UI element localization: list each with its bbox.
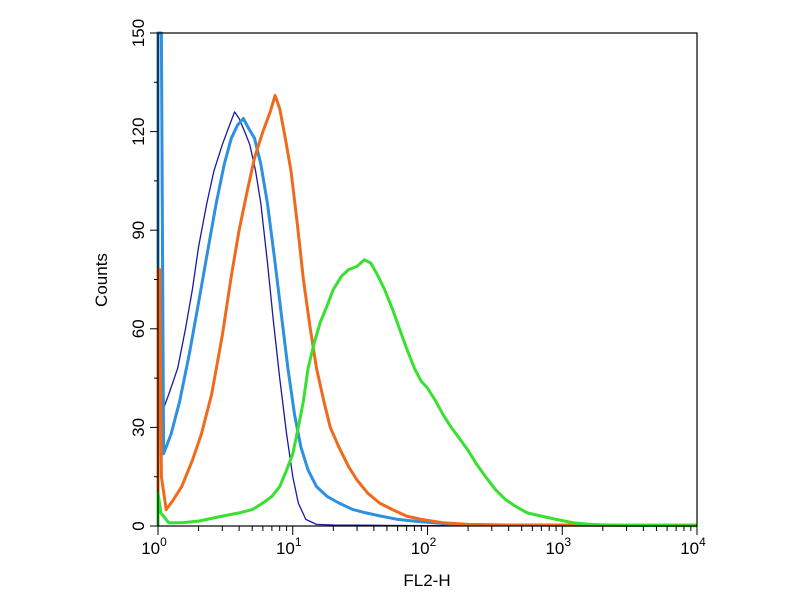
x-tick-label: 103: [545, 535, 571, 558]
y-tick-label: 90: [129, 221, 148, 240]
y-tick-label: 150: [129, 19, 148, 47]
series-line-3: [156, 93, 698, 527]
x-tick-label: 104: [680, 535, 706, 558]
series-line-2: [156, 31, 698, 527]
y-axis-title: Counts: [92, 253, 111, 307]
series-line-1: [157, 32, 697, 527]
y-tick-label: 120: [129, 117, 148, 145]
x-tick-label: 102: [411, 535, 437, 558]
tick-labels: 100 101 102 103 104 0 30 60 90 120 150: [129, 19, 706, 558]
axis-ticks: [150, 32, 698, 535]
y-tick-label: 0: [129, 521, 148, 530]
x-axis-title: FL2-H: [403, 571, 450, 590]
x-tick-label: 101: [276, 535, 302, 558]
series-line-4: [156, 258, 698, 528]
x-tick-label: 100: [141, 535, 167, 558]
plot-frame: [157, 32, 698, 527]
series-layer: [156, 31, 698, 528]
y-tick-label: 30: [129, 418, 148, 437]
y-tick-label: 60: [129, 319, 148, 338]
